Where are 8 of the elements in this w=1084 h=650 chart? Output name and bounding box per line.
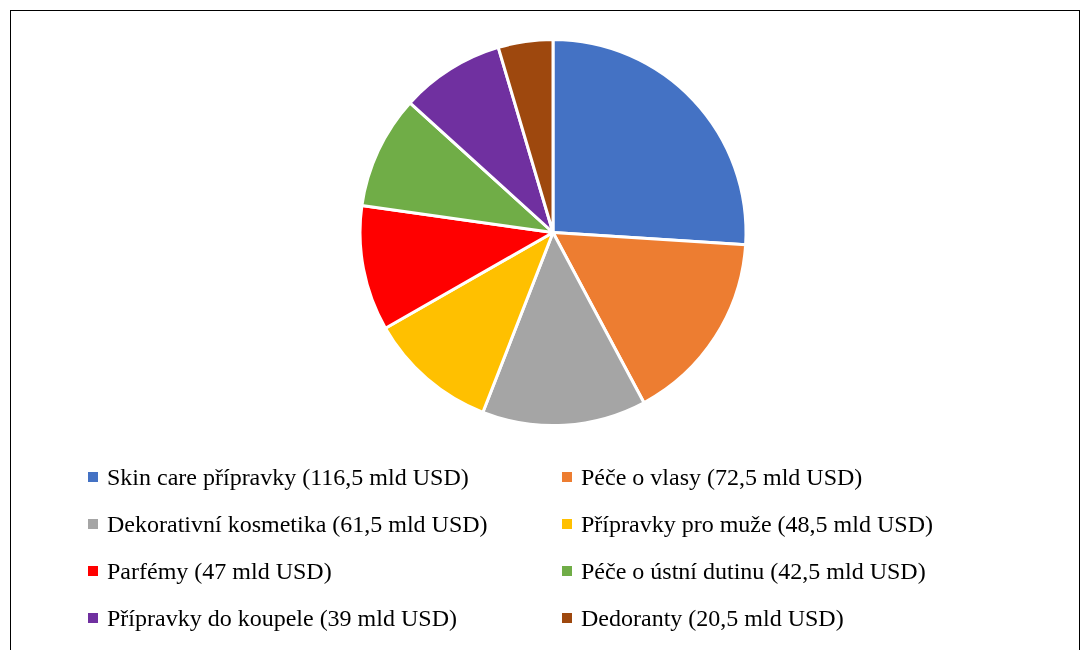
legend-label: Parfémy (47 mld USD) [107, 557, 332, 586]
legend-label: Péče o ústní dutinu (42,5 mld USD) [581, 557, 926, 586]
legend-label: Skin care přípravky (116,5 mld USD) [107, 463, 469, 492]
legend-label: Dedoranty (20,5 mld USD) [581, 604, 844, 633]
legend-label: Přípravky pro muže (48,5 mld USD) [581, 510, 933, 539]
legend-label: Přípravky do koupele (39 mld USD) [107, 604, 457, 633]
legend-label: Dekorativní kosmetika (61,5 mld USD) [107, 510, 488, 539]
legend-label: Péče o vlasy (72,5 mld USD) [581, 463, 863, 492]
